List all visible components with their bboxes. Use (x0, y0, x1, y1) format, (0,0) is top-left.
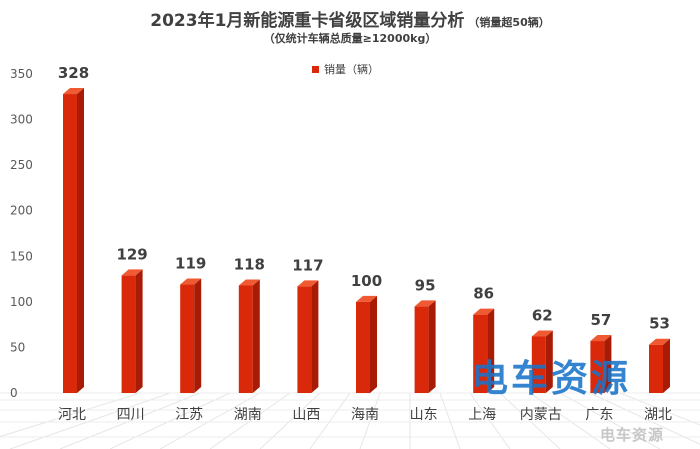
perspective-floor (0, 392, 700, 449)
x-tick-label: 海南 (351, 407, 379, 423)
bar-side (252, 279, 260, 393)
y-tick-label: 50 (10, 340, 25, 354)
x-tick-label: 湖北 (644, 407, 672, 423)
data-label: 57 (590, 311, 611, 329)
data-label: 86 (473, 285, 494, 303)
bar-top (356, 295, 377, 302)
bar-front (297, 286, 312, 393)
y-tick-label: 250 (10, 158, 33, 172)
y-tick-label: 150 (10, 249, 33, 263)
chart-title: 2023年1月新能源重卡省级区域销量分析 (150, 11, 465, 31)
chart-title-note: （销量超50辆） (468, 16, 550, 29)
bar-front (649, 344, 663, 393)
bar-front (356, 301, 370, 393)
bar-side (77, 88, 84, 394)
data-label: 328 (58, 64, 89, 82)
y-tick-label: 350 (10, 67, 33, 81)
y-tick-label: 200 (10, 204, 33, 218)
bar-side (487, 308, 495, 393)
bar-top (238, 279, 260, 286)
bar-front (590, 341, 605, 393)
legend-swatch (312, 65, 319, 73)
bar-front (238, 285, 253, 393)
bar-side (604, 335, 612, 393)
chart-subtitle: （仅统计车辆总质量≥12000kg） (263, 32, 437, 45)
y-tick-label: 100 (10, 295, 33, 309)
bar-top (414, 300, 436, 307)
y-tick-label: 0 (10, 386, 18, 400)
x-tick-label: 河北 (58, 407, 86, 423)
bar-front (180, 284, 195, 393)
data-label: 129 (116, 245, 147, 263)
data-label: 117 (292, 256, 323, 274)
legend-label: 销量（辆） (324, 63, 379, 76)
x-tick-label: 内蒙古 (520, 407, 562, 423)
bar-front (121, 275, 136, 393)
bar-side (370, 295, 377, 393)
bar-front (531, 336, 546, 393)
bar-top (180, 278, 202, 285)
bar-front (63, 94, 77, 394)
bar-top (649, 338, 670, 345)
y-tick-label: 300 (10, 113, 33, 127)
x-tick-label: 湖南 (234, 407, 262, 423)
bar-top (121, 269, 143, 276)
data-label: 53 (649, 315, 670, 333)
bar-side (663, 338, 670, 393)
bar-top (473, 308, 495, 315)
x-tick-label: 山东 (410, 407, 438, 423)
chart-title-wrap: 2023年1月新能源重卡省级区域销量分析 （销量超50辆） (0, 6, 700, 31)
bar-side (194, 278, 202, 393)
x-tick-label: 江苏 (175, 407, 203, 423)
legend: 销量（辆） (312, 61, 379, 77)
data-label: 118 (234, 255, 265, 273)
watermark-logo: 电车资源 (471, 357, 631, 400)
data-label: 119 (175, 255, 206, 273)
bar-top (531, 330, 553, 337)
x-tick-label: 广东 (585, 407, 613, 423)
data-label: 100 (351, 272, 382, 290)
bar-top (297, 280, 319, 287)
x-tick-label: 上海 (468, 407, 496, 423)
bar-side (135, 269, 143, 393)
bar-side (428, 300, 436, 393)
bar-side (311, 280, 319, 393)
bar-front (414, 306, 429, 393)
data-label: 62 (532, 306, 553, 324)
x-tick-label: 山西 (292, 407, 320, 423)
data-label: 95 (415, 276, 436, 294)
bar-top (63, 88, 84, 95)
watermark-corner: 电车资源 (600, 426, 665, 444)
bar-top (590, 335, 612, 342)
bar-front (473, 314, 488, 393)
bar-side (545, 330, 553, 393)
x-tick-label: 四川 (117, 407, 145, 423)
